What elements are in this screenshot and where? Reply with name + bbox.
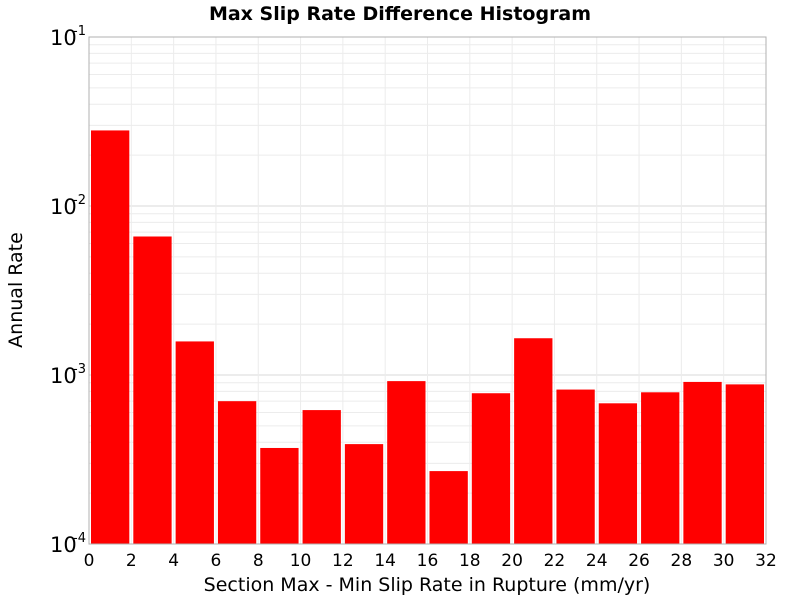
x-axis-ticks: 0 2 4 6 8 10 12 14 16 18 20 22 24 26 28 30 32: [84, 551, 777, 571]
y-tick-base: 10: [50, 195, 77, 219]
bar: [260, 447, 299, 544]
y-tick-exponent: -3: [73, 362, 86, 377]
bar: [556, 389, 595, 544]
x-tick-label: 22: [544, 551, 566, 571]
bar: [344, 444, 384, 544]
x-tick-label: 4: [168, 551, 179, 571]
bar: [429, 471, 468, 544]
x-tick-label: 24: [586, 551, 608, 571]
bar: [133, 236, 172, 544]
y-tick-exponent: -2: [73, 193, 86, 208]
bar: [91, 130, 130, 544]
x-tick-label: 12: [332, 551, 354, 571]
x-tick-label: 20: [501, 551, 523, 571]
x-tick-label: 8: [253, 551, 264, 571]
plot-border: [88, 36, 767, 545]
y-tick-base: 10: [50, 364, 77, 388]
bar: [598, 403, 638, 544]
bar: [641, 392, 680, 544]
bar: [217, 401, 257, 544]
x-tick-label: 18: [459, 551, 481, 571]
bar: [302, 410, 341, 544]
y-tick: 10-3: [50, 362, 86, 388]
y-tick: 10-4: [50, 531, 86, 557]
bar: [175, 341, 214, 544]
y-tick: 10-1: [50, 24, 86, 50]
y-axis-label: Annual Rate: [5, 232, 27, 348]
x-tick-label: 28: [671, 551, 693, 571]
chart-title: Max Slip Rate Difference Histogram: [209, 3, 591, 25]
x-tick-label: 6: [211, 551, 222, 571]
x-tick-label: 26: [628, 551, 650, 571]
y-tick-exponent: -1: [73, 24, 86, 39]
x-tick-label: 30: [713, 551, 735, 571]
y-tick: 10-2: [50, 193, 86, 219]
y-tick-exponent: -4: [73, 531, 86, 546]
x-tick-label: 2: [126, 551, 137, 571]
x-tick-label: 14: [374, 551, 396, 571]
x-tick-label: 32: [755, 551, 777, 571]
bar: [725, 384, 764, 544]
bars-group: [91, 130, 764, 544]
bar: [387, 381, 426, 544]
y-tick-base: 10: [50, 533, 77, 557]
y-tick-base: 10: [50, 26, 77, 50]
bar: [514, 338, 553, 544]
x-tick-label: 0: [84, 551, 95, 571]
x-axis-label: Section Max - Min Slip Rate in Rupture (…: [204, 574, 651, 596]
y-axis-ticks: 10-410-310-210-1: [50, 24, 86, 557]
x-tick-label: 10: [290, 551, 312, 571]
bar: [683, 381, 722, 544]
x-tick-label: 16: [417, 551, 439, 571]
bar: [471, 393, 511, 544]
